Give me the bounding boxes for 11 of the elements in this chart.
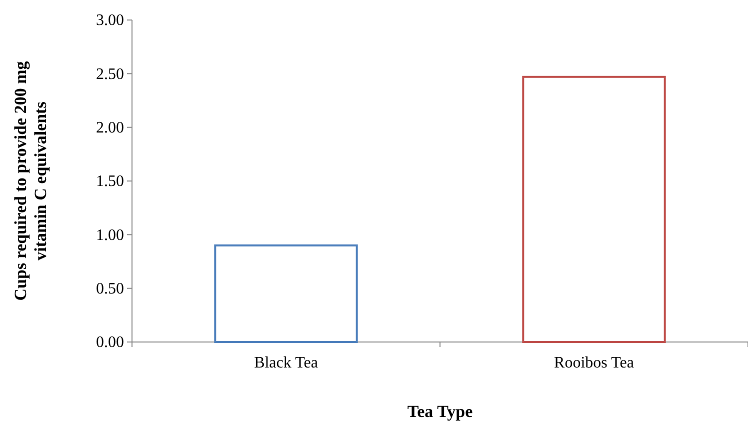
y-tick-label: 1.50 xyxy=(96,173,124,190)
y-axis-title: Cups required to provide 200 mg vitamin C equivalents xyxy=(11,60,50,301)
y-tick-label: 0.00 xyxy=(96,334,124,352)
y-tick-label: 3.00 xyxy=(96,12,124,30)
y-tick-label: 1.00 xyxy=(96,226,124,244)
y-tick-label: 0.50 xyxy=(96,280,124,298)
x-tick-label: Rooibos Tea xyxy=(554,354,634,372)
y-tick-label: 2.00 xyxy=(96,119,124,136)
y-tick-label: 2.50 xyxy=(96,66,124,83)
x-axis-title: Tea Type xyxy=(407,402,474,421)
x-tick-label: Black Tea xyxy=(254,354,318,372)
